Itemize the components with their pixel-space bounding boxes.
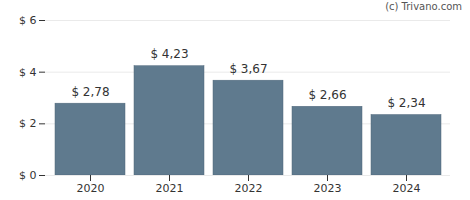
svg-text:2024: 2024 (393, 182, 421, 195)
svg-text:$ 2,66: $ 2,66 (308, 88, 346, 102)
svg-text:$ 6: $ 6 (19, 14, 37, 27)
svg-text:$ 0: $ 0 (19, 169, 37, 182)
svg-text:$ 2: $ 2 (19, 117, 37, 130)
svg-text:2022: 2022 (235, 182, 263, 195)
svg-text:$ 3,67: $ 3,67 (229, 62, 267, 76)
svg-text:2020: 2020 (77, 182, 105, 195)
svg-text:2023: 2023 (314, 182, 342, 195)
svg-text:$ 2,34: $ 2,34 (387, 96, 425, 110)
svg-text:$ 2,78: $ 2,78 (71, 85, 109, 99)
svg-text:2021: 2021 (156, 182, 184, 195)
svg-text:$ 4,23: $ 4,23 (150, 47, 188, 61)
svg-text:$ 4: $ 4 (19, 66, 37, 79)
html-text:(c) Trivano.com: (c) Trivano.com (385, 1, 462, 12)
